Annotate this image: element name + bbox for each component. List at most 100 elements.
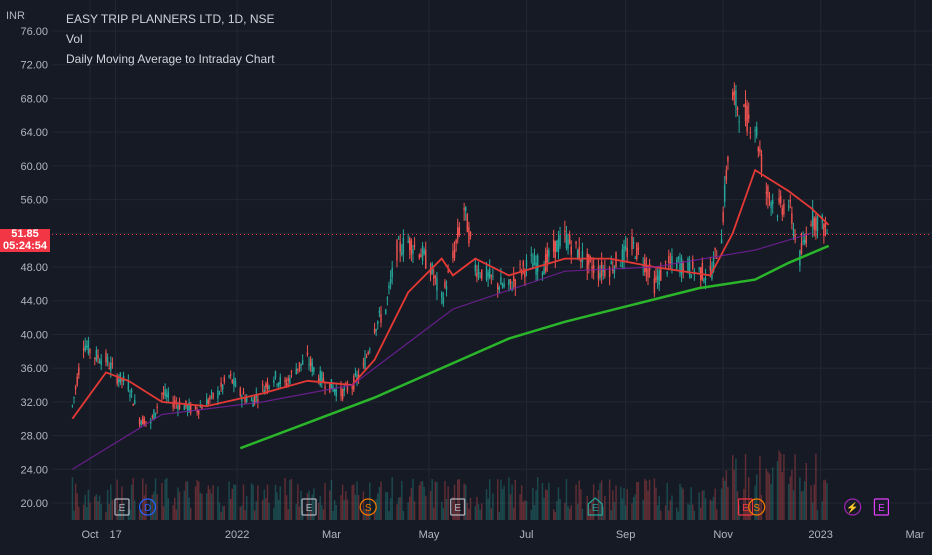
y-tick-label: 20.00: [20, 498, 48, 510]
indicator-legend[interactable]: Daily Moving Average to Intraday Chart: [66, 52, 275, 66]
volume-bar: [129, 509, 131, 520]
volume-legend[interactable]: Vol: [66, 32, 83, 46]
volume-bar: [154, 478, 157, 520]
volume-bar: [779, 453, 782, 520]
volume-bar: [196, 480, 198, 520]
y-tick-label: 76.00: [20, 26, 48, 38]
event-marker[interactable]: S: [359, 498, 377, 516]
volume-bar: [524, 500, 526, 520]
candle-body: [690, 274, 692, 279]
candle-body: [436, 277, 438, 291]
volume-bar: [642, 499, 644, 520]
volume-bar: [690, 487, 692, 520]
candle-body: [541, 272, 544, 276]
candle-body: [244, 397, 246, 402]
event-markers[interactable]: E D E S E E E S ⚡ E: [114, 497, 890, 516]
candlesticks: [71, 82, 828, 430]
candle-body: [388, 285, 390, 289]
bar-countdown: 05:24:54: [2, 239, 48, 252]
event-marker[interactable]: E: [301, 498, 317, 516]
volume-bar: [239, 506, 242, 520]
candle-body: [138, 418, 141, 425]
x-tick-label: 2022: [225, 529, 249, 541]
y-axis[interactable]: 20.00 24.00 28.00 32.00 36.00 40.00 44.00 48.00…: [20, 26, 48, 510]
candle-body: [599, 272, 601, 278]
candle-body: [779, 195, 782, 204]
x-axis[interactable]: Oct 17 2022 Mar May Jul Sep Nov 2023 Mar: [81, 529, 924, 541]
candle-body: [343, 387, 345, 391]
candle-body: [161, 393, 163, 395]
volume-bar: [412, 478, 414, 520]
symbol-title[interactable]: EASY TRIP PLANNERS LTD, 1D, NSE: [66, 12, 275, 26]
candle-body: [676, 259, 678, 270]
volume-bar: [488, 479, 491, 520]
volume-bar: [680, 487, 683, 520]
candle-body: [823, 224, 825, 237]
event-marker[interactable]: E: [450, 498, 466, 516]
event-marker[interactable]: E: [873, 498, 890, 516]
candle-body: [500, 277, 502, 285]
volume-bar: [631, 503, 633, 520]
candle-body: [298, 362, 301, 369]
candle-body: [429, 268, 432, 275]
candle-body: [468, 226, 470, 244]
candle-body: [380, 314, 382, 323]
event-marker[interactable]: ⚡: [844, 498, 862, 516]
candle-body: [466, 214, 469, 233]
event-marker[interactable]: E: [587, 497, 603, 516]
volume-bar: [105, 511, 107, 520]
volume-bar: [95, 494, 98, 520]
volume-bar: [289, 480, 291, 520]
volume-bar: [559, 498, 561, 520]
candle-body: [284, 379, 286, 383]
candle-body: [479, 275, 481, 277]
candle-body: [399, 241, 401, 253]
candle-body: [488, 268, 491, 279]
volume-bar: [789, 476, 792, 520]
candle-body: [698, 268, 700, 270]
candle-body: [608, 267, 611, 277]
candle-body: [767, 186, 769, 197]
volume-bar: [568, 508, 571, 520]
event-marker[interactable]: S: [748, 498, 766, 516]
event-marker[interactable]: E: [737, 498, 754, 516]
volume-bar: [648, 479, 651, 520]
volume-bar: [241, 505, 243, 520]
volume-bar: [218, 502, 221, 520]
candle-body: [445, 286, 448, 290]
candle-body: [811, 208, 814, 227]
candle-body: [664, 261, 667, 263]
candle-body: [132, 403, 134, 406]
volume-bar: [602, 506, 604, 520]
volume-bar: [223, 505, 226, 520]
volume-bar: [692, 504, 694, 520]
candle-body: [800, 242, 803, 254]
volume-bar: [535, 490, 537, 520]
volume-bar: [198, 481, 200, 520]
candle-body: [597, 266, 600, 280]
event-marker[interactable]: D: [138, 498, 157, 516]
candle-body: [407, 240, 409, 243]
candle-body: [118, 379, 120, 382]
candle-body: [711, 269, 713, 279]
volume-bar: [530, 509, 532, 520]
volume-bar: [759, 456, 761, 520]
candle-body: [385, 309, 387, 314]
x-tick-label: Sep: [616, 529, 636, 541]
event-marker[interactable]: E: [114, 498, 130, 516]
candle-body: [412, 249, 414, 254]
candle-body: [441, 292, 443, 298]
volume-bar: [620, 486, 622, 520]
candle-body: [265, 383, 267, 388]
volume-bar: [150, 499, 152, 520]
volume-bar: [295, 503, 297, 520]
candle-body: [375, 329, 377, 332]
candle-body: [231, 379, 234, 384]
volume-bar: [570, 505, 572, 520]
volume-bar: [78, 506, 80, 520]
volume-bar: [509, 494, 512, 520]
volume-bar: [500, 479, 502, 520]
volume-bar: [492, 493, 494, 520]
